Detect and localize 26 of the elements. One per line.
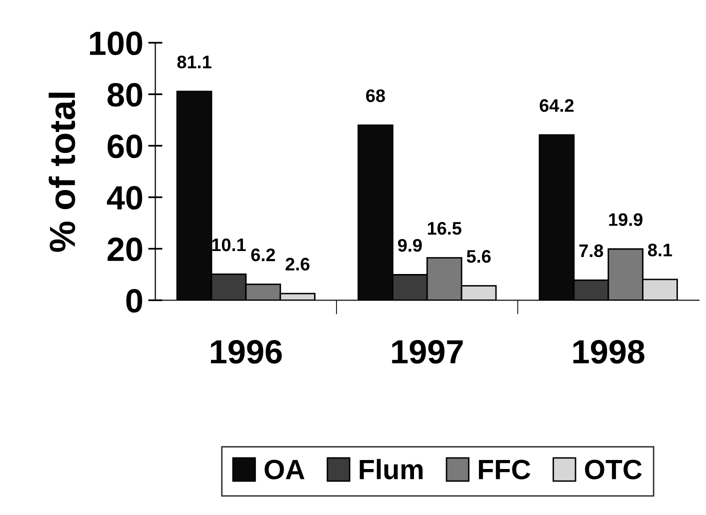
x-tick-label: 1996 [210,340,282,364]
data-label: 64.2 [540,99,574,112]
data-label: 6.2 [251,248,275,262]
y-tick-label: 100 [90,32,142,56]
data-label: 9.9 [398,238,422,252]
legend-label: FFC [478,460,530,480]
x-tick-label: 1997 [392,340,463,364]
y-tick-label: 20 [108,238,142,262]
data-label: 81.1 [177,56,212,68]
legend-label: OTC [584,460,642,480]
data-label: 7.8 [579,244,604,258]
y-axis-title: % of total [48,92,76,252]
x-tick-label: 1998 [573,340,644,364]
legend-label: Flum [360,458,423,480]
data-label: 68 [366,89,385,102]
legend-label: OA [264,460,304,480]
data-label: 19.9 [609,213,642,226]
data-label: 10.1 [212,238,246,252]
data-label: 5.6 [466,250,491,263]
data-label: 8.1 [648,244,672,256]
y-tick-label: 40 [106,186,142,210]
y-tick-label: 0 [126,289,142,313]
data-label: 16.5 [428,222,462,235]
y-tick-label: 80 [108,83,142,107]
y-tick-label: 60 [108,134,142,158]
data-label: 2.6 [286,258,310,271]
